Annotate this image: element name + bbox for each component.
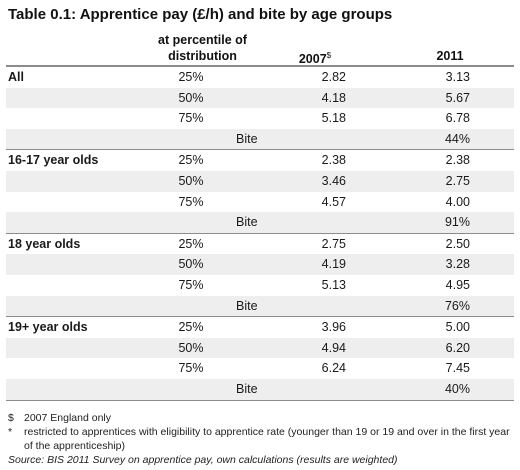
percentile-cell: 50% <box>178 173 204 188</box>
group-label: 19+ year olds <box>8 320 88 335</box>
value-2007-cell: 5.13 <box>321 277 346 292</box>
percentile-header-line2: distribution <box>168 49 237 63</box>
value-2011-cell: 5.00 <box>445 320 470 335</box>
table-row: 75% 5.13 4.95 <box>6 275 514 296</box>
table-row: 50% 4.94 6.20 <box>6 337 514 359</box>
bite-label: Bite <box>236 131 258 146</box>
footnote-mark: * <box>8 426 13 438</box>
bite-value-cell: 40% <box>444 381 470 396</box>
value-2007-cell: 6.24 <box>321 361 346 376</box>
year-2011-column-header: 2011 <box>436 49 464 63</box>
percentile-column-header: at percentile of distribution <box>140 32 265 64</box>
percentile-cell: 25% <box>178 320 204 335</box>
footnote-asterisk: * restricted to apprentices with eligibi… <box>8 425 514 453</box>
bite-row: Bite 91% <box>6 212 514 234</box>
value-2007-cell: 3.96 <box>321 320 346 335</box>
value-2011-cell: 3.13 <box>445 70 470 84</box>
footnote-text: restricted to apprentices with eligibili… <box>24 426 510 452</box>
table-row: 16-17 year olds 25% 2.38 2.38 <box>6 150 514 171</box>
value-2011-cell: 6.78 <box>445 111 470 126</box>
footnote-dollar: $ 2007 England only <box>8 411 514 425</box>
bite-label: Bite <box>236 215 258 230</box>
table-row: 18 year olds 25% 2.75 2.50 <box>6 234 514 255</box>
bite-value-cell: 76% <box>444 298 470 313</box>
value-2011-cell: 2.38 <box>445 153 470 168</box>
value-2011-cell: 6.20 <box>445 340 470 355</box>
percentile-cell: 50% <box>178 90 204 105</box>
footnotes: $ 2007 England only * restricted to appr… <box>8 411 514 467</box>
value-2011-cell: 3.28 <box>445 257 470 272</box>
source-note: Source: BIS 2011 Survey on apprentice pa… <box>8 454 398 466</box>
footnote-text: 2007 England only <box>24 412 111 424</box>
table-row: 50% 3.46 2.75 <box>6 170 514 192</box>
value-2011-cell: 2.50 <box>445 236 470 251</box>
bite-row: Bite 76% <box>6 295 514 318</box>
value-2007-cell: 4.19 <box>321 257 346 272</box>
value-2007-cell: 4.57 <box>321 194 346 209</box>
percentile-cell: 75% <box>178 361 204 376</box>
value-2007-cell: 2.82 <box>321 70 346 84</box>
percentile-header-line1: at percentile of <box>158 33 247 47</box>
table-row: 19+ year olds 25% 3.96 5.00 <box>6 317 514 338</box>
percentile-cell: 75% <box>178 277 204 292</box>
value-2011-cell: 7.45 <box>445 361 470 376</box>
percentile-cell: 25% <box>178 236 204 251</box>
value-2011-cell: 4.00 <box>445 194 470 209</box>
percentile-cell: 50% <box>178 257 204 272</box>
bite-label: Bite <box>236 381 258 396</box>
bite-value-cell: 44% <box>444 131 470 146</box>
percentile-cell: 75% <box>178 111 204 126</box>
table-row: 50% 4.18 5.67 <box>6 87 514 109</box>
value-2007-cell: 4.94 <box>321 340 346 355</box>
bite-row: Bite 44% <box>6 128 514 151</box>
percentile-cell: 75% <box>178 194 204 209</box>
table-body: All 25% 2.82 3.13 50% 4.18 5.67 75% 5.18 6.78 Bite… <box>6 67 514 401</box>
group-label: All <box>8 70 24 84</box>
table-row: All 25% 2.82 3.13 <box>6 67 514 88</box>
table-row: 50% 4.19 3.28 <box>6 254 514 275</box>
bite-label: Bite <box>236 298 258 313</box>
value-2007-cell: 2.38 <box>321 153 346 168</box>
group-label: 16-17 year olds <box>8 153 99 168</box>
year-2007-footnote-mark: $ <box>326 51 332 60</box>
percentile-cell: 50% <box>178 340 204 355</box>
percentile-cell: 25% <box>178 153 204 168</box>
value-2011-cell: 5.67 <box>445 90 470 105</box>
percentile-cell: 25% <box>178 70 204 84</box>
bite-row: Bite 40% <box>6 378 514 401</box>
table-title: Table 0.1: Apprentice pay (£/h) and bite… <box>8 6 393 23</box>
value-2007-cell: 4.18 <box>321 90 346 105</box>
value-2007-cell: 2.75 <box>321 236 346 251</box>
table-row: 75% 6.24 7.45 <box>6 358 514 379</box>
value-2007-cell: 3.46 <box>321 173 346 188</box>
table-row: 75% 4.57 4.00 <box>6 192 514 213</box>
value-2011-cell: 4.95 <box>445 277 470 292</box>
header-rule <box>6 65 514 67</box>
bite-value-cell: 91% <box>444 215 470 230</box>
value-2007-cell: 5.18 <box>321 111 346 126</box>
value-2011-cell: 2.75 <box>445 173 470 188</box>
table-row: 75% 5.18 6.78 <box>6 108 514 129</box>
footnote-mark: $ <box>8 412 14 424</box>
group-label: 18 year olds <box>8 236 81 251</box>
year-2007-label: 2007 <box>298 52 327 67</box>
year-2007-column-header: 2007$ <box>285 48 345 67</box>
